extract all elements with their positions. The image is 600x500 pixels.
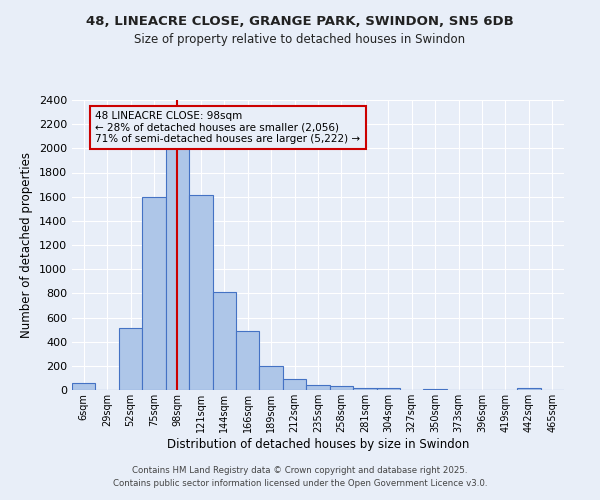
- Bar: [424, 388, 447, 390]
- Bar: [189, 196, 212, 390]
- Bar: [212, 292, 236, 390]
- X-axis label: Distribution of detached houses by size in Swindon: Distribution of detached houses by size …: [167, 438, 469, 450]
- Bar: [283, 379, 306, 390]
- Bar: [330, 386, 353, 390]
- Bar: [306, 384, 330, 390]
- Y-axis label: Number of detached properties: Number of detached properties: [20, 152, 34, 338]
- Bar: [353, 388, 377, 390]
- Bar: [377, 388, 400, 390]
- Bar: [517, 388, 541, 390]
- Text: Contains HM Land Registry data © Crown copyright and database right 2025.
Contai: Contains HM Land Registry data © Crown c…: [113, 466, 487, 487]
- Text: 48, LINEACRE CLOSE, GRANGE PARK, SWINDON, SN5 6DB: 48, LINEACRE CLOSE, GRANGE PARK, SWINDON…: [86, 15, 514, 28]
- Text: 48 LINEACRE CLOSE: 98sqm
← 28% of detached houses are smaller (2,056)
71% of sem: 48 LINEACRE CLOSE: 98sqm ← 28% of detach…: [95, 111, 361, 144]
- Text: Size of property relative to detached houses in Swindon: Size of property relative to detached ho…: [134, 32, 466, 46]
- Bar: [236, 331, 259, 390]
- Bar: [119, 328, 142, 390]
- Bar: [166, 148, 189, 390]
- Bar: [259, 366, 283, 390]
- Bar: [72, 383, 95, 390]
- Bar: [142, 196, 166, 390]
